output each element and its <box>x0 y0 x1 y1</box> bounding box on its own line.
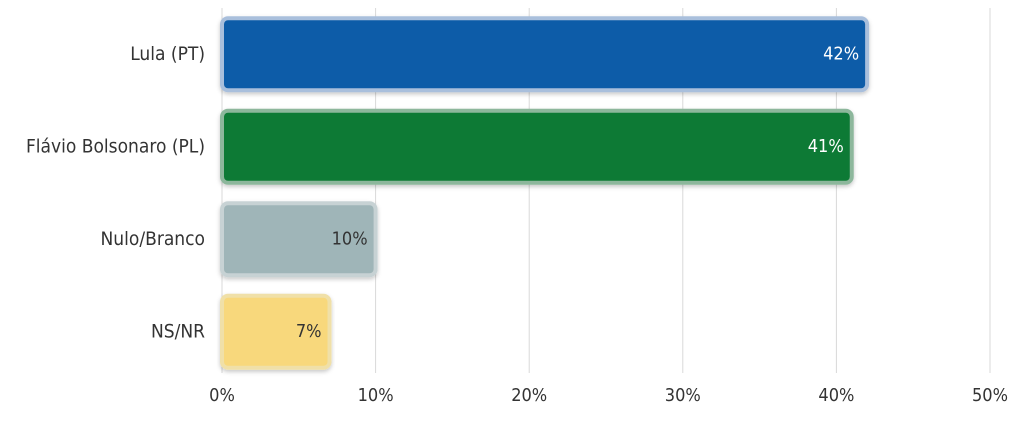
bar-0 <box>220 16 870 93</box>
category-label: Lula (PT) <box>130 43 205 65</box>
x-tick-label: 30% <box>665 385 701 406</box>
x-tick-label: 10% <box>358 385 394 406</box>
x-axis-ticks: 0% 10% 20% 30% 40% 50% <box>209 385 1008 406</box>
bar-3 <box>220 293 332 370</box>
category-labels: Lula (PT) Flávio Bolsonaro (PL) Nulo/Branc… <box>26 43 205 343</box>
bar-value-label: 42% <box>823 43 859 64</box>
x-tick-label: 0% <box>209 385 235 406</box>
x-tick-label: 50% <box>972 385 1008 406</box>
bar-2 <box>220 201 378 278</box>
category-label: NS/NR <box>151 320 205 342</box>
bar-1 <box>220 108 854 185</box>
bars: 42% 41% 10% 7% <box>220 16 870 370</box>
category-label: Nulo/Branco <box>101 228 206 250</box>
bar-value-label: 41% <box>808 136 844 157</box>
bar-value-label: 7% <box>296 321 322 342</box>
bar-value-label: 10% <box>332 228 368 249</box>
x-tick-label: 40% <box>818 385 854 406</box>
x-tick-label: 20% <box>511 385 547 406</box>
category-label: Flávio Bolsonaro (PL) <box>26 135 205 157</box>
